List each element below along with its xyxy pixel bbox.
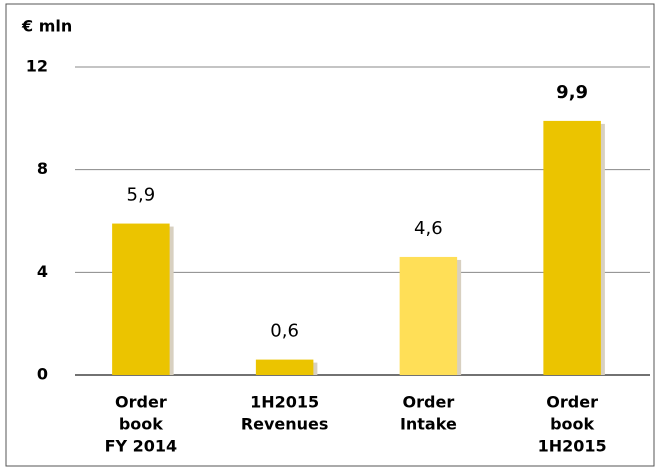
bar (543, 120, 601, 376)
bar (255, 359, 314, 375)
x-tick-label: 1H2015 (250, 393, 319, 412)
x-tick-label: Order (115, 393, 167, 412)
x-tick-label: Order (546, 393, 598, 412)
y-tick-label: 8 (37, 159, 48, 178)
x-tick-label: Intake (400, 415, 457, 434)
value-label: 4,6 (414, 218, 443, 239)
x-tick-label: FY 2014 (105, 437, 178, 456)
y-axis-title: € mln (21, 17, 72, 36)
bar (399, 256, 458, 375)
x-tick-label: 1H2015 (538, 437, 607, 456)
x-tick-label: book (550, 415, 594, 434)
x-tick-label: book (119, 415, 163, 434)
x-tick-label: Revenues (241, 415, 329, 434)
value-label: 0,6 (270, 321, 299, 342)
y-tick-label: 4 (37, 262, 48, 281)
value-label: 5,9 (127, 185, 156, 206)
y-tick-label: 12 (26, 57, 48, 76)
x-tick-label: Order (403, 393, 455, 412)
bar (112, 223, 170, 375)
value-label: 9,9 (556, 82, 588, 103)
y-tick-label: 0 (37, 365, 48, 384)
